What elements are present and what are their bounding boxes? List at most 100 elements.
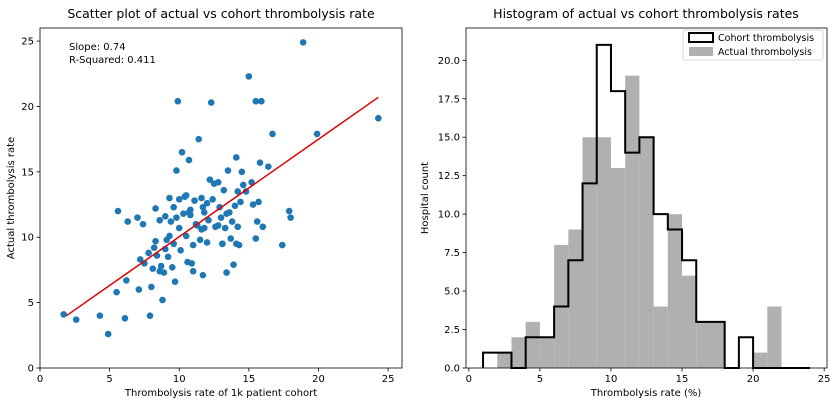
scatter-point xyxy=(174,97,182,105)
x-tick-label: 5 xyxy=(537,374,543,385)
scatter-point xyxy=(168,264,176,271)
scatter-point xyxy=(258,97,265,105)
scatter-point xyxy=(219,240,226,248)
scatter-plot-frame xyxy=(39,27,403,369)
scatter-point xyxy=(206,176,214,183)
scatter-point xyxy=(224,167,232,174)
scatter-point xyxy=(233,240,240,248)
actual-bar xyxy=(696,321,711,368)
scatter-point xyxy=(285,207,293,215)
scatter-point xyxy=(136,256,144,263)
scatter-point xyxy=(149,265,157,272)
histogram-x-axis-label: Thrombolysis rate (%) xyxy=(590,388,702,399)
scatter-annotation: Slope: 0.74 R-Squared: 0.411 xyxy=(69,42,156,66)
actual-bar xyxy=(753,352,768,368)
scatter-title: Scatter plot of actual vs cohort thrombo… xyxy=(67,6,375,21)
scatter-point xyxy=(221,224,229,232)
scatter-point xyxy=(196,236,204,244)
scatter-point xyxy=(166,194,173,202)
scatter-point xyxy=(198,194,205,202)
x-tick-label: 5 xyxy=(106,374,112,385)
scatter-point xyxy=(227,235,235,242)
actual-bar xyxy=(525,321,540,368)
scatter-point xyxy=(152,205,159,212)
x-tick-label: 0 xyxy=(466,374,472,385)
scatter-point xyxy=(166,232,173,240)
histogram-panel: Histogram of actual vs cohort thrombolys… xyxy=(420,6,831,399)
scatter-point xyxy=(375,114,382,122)
scatter-point xyxy=(205,216,212,224)
scatter-point xyxy=(150,244,158,251)
actual-thrombolysis-bars xyxy=(497,75,782,368)
scatter-point xyxy=(233,154,240,161)
actual-bar xyxy=(710,321,725,368)
scatter-point xyxy=(199,203,207,211)
actual-bar xyxy=(667,214,683,368)
scatter-point xyxy=(214,222,222,229)
scatter-point xyxy=(152,237,159,245)
scatter-x-axis-label: Thrombolysis rate of 1k patient cohort xyxy=(124,388,317,399)
scatter-point xyxy=(178,148,186,156)
scatter-point xyxy=(182,192,190,199)
scatter-point xyxy=(299,39,307,46)
scatter-point xyxy=(242,188,250,195)
y-tick-label: 25 xyxy=(21,37,34,48)
scatter-point xyxy=(237,198,244,206)
scatter-point xyxy=(259,223,267,231)
scatter-point xyxy=(96,312,104,319)
x-tick-label: 20 xyxy=(747,374,760,385)
x-tick-label: 20 xyxy=(312,374,325,385)
actual-bar xyxy=(625,75,640,368)
scatter-point xyxy=(189,241,197,249)
histogram-title: Histogram of actual vs cohort thrombolys… xyxy=(493,6,799,21)
cohort-thrombolysis-step xyxy=(482,43,810,369)
y-tick-label: 12.5 xyxy=(438,171,460,182)
x-tick-label: 15 xyxy=(242,374,255,385)
scatter-point xyxy=(148,283,155,291)
legend-swatch-cohort xyxy=(688,32,714,43)
y-tick-label: 20.0 xyxy=(438,56,460,67)
y-tick-label: 0 xyxy=(28,364,34,375)
scatter-point xyxy=(249,201,257,208)
scatter-point xyxy=(134,214,141,221)
y-tick-label: 10 xyxy=(21,233,34,244)
scatter-point xyxy=(173,167,180,174)
x-tick-label: 15 xyxy=(676,374,689,385)
scatter-point xyxy=(170,203,177,211)
scatter-point xyxy=(113,288,120,296)
y-tick-label: 5.0 xyxy=(444,287,460,298)
x-tick-label: 25 xyxy=(818,374,831,385)
scatter-point xyxy=(203,199,211,207)
scatter-point xyxy=(135,286,143,293)
fit-line-group xyxy=(66,96,379,317)
scatter-point xyxy=(72,316,80,323)
scatter-point xyxy=(239,181,247,189)
scatter-point xyxy=(104,330,112,338)
histogram-x-axis: 0 5 10 15 20 25 xyxy=(466,368,831,385)
scatter-point xyxy=(156,216,164,224)
scatter-point xyxy=(157,262,165,270)
scatter-x-axis: 0 5 10 15 20 25 xyxy=(37,368,394,385)
actual-bar xyxy=(582,137,597,368)
scatter-point xyxy=(114,207,122,215)
y-tick-label: 20 xyxy=(21,102,34,113)
scatter-point xyxy=(194,222,201,229)
scatter-point xyxy=(199,271,207,279)
scatter-point xyxy=(189,267,197,275)
actual-bar xyxy=(596,137,611,368)
scatter-point xyxy=(145,249,152,257)
y-tick-label: 0.0 xyxy=(444,364,460,375)
scatter-point xyxy=(167,218,175,225)
scatter-point xyxy=(175,196,183,203)
scatter-point xyxy=(146,312,154,319)
scatter-point xyxy=(182,232,190,240)
scatter-point xyxy=(162,213,169,220)
scatter-point xyxy=(195,135,203,143)
x-tick-label: 10 xyxy=(605,374,618,385)
y-tick-label: 7.5 xyxy=(444,248,460,259)
scatter-point xyxy=(245,73,253,80)
scatter-point xyxy=(60,311,67,318)
cohort-step-line xyxy=(482,43,810,369)
legend-frame xyxy=(682,29,824,61)
actual-bar xyxy=(767,306,782,368)
